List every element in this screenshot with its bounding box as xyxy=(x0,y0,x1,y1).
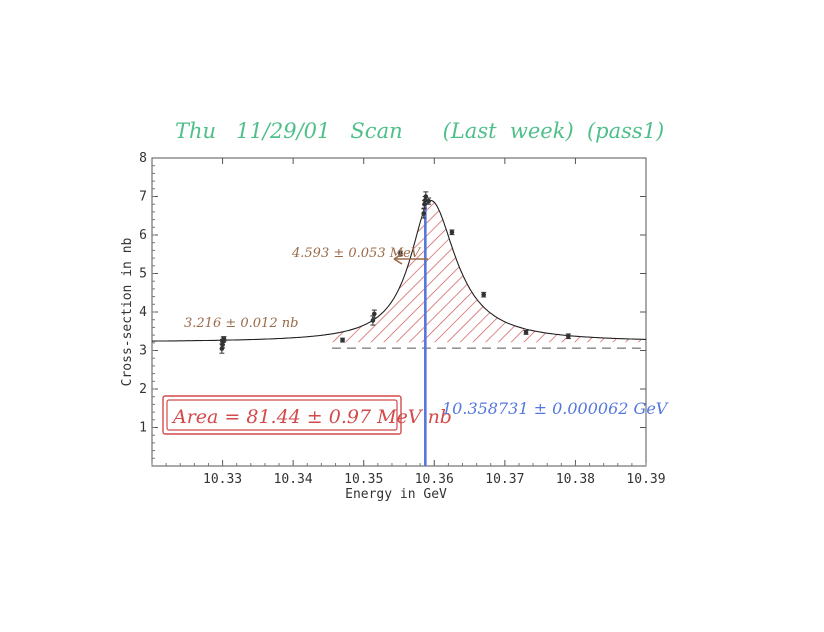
x-tick-label: 10.37 xyxy=(485,472,524,487)
y-tick-label: 8 xyxy=(139,151,147,166)
x-tick-label: 10.34 xyxy=(274,472,313,487)
data-point xyxy=(371,309,377,319)
point-marker xyxy=(372,311,377,317)
x-tick-label: 10.39 xyxy=(626,472,665,487)
handwritten-title: Thu 11/29/01 Scan (Last week) (pass1) xyxy=(175,119,664,143)
area-note: Area = 81.44 ± 0.97 MeV nb xyxy=(171,406,452,428)
axis-ticks xyxy=(151,157,647,466)
y-tick-label: 5 xyxy=(139,267,147,282)
area-box-outer xyxy=(162,395,402,435)
y-axis-label: Cross-section in nb xyxy=(120,237,135,386)
y-tick-label: 4 xyxy=(139,305,147,320)
point-marker xyxy=(221,336,227,342)
data-points xyxy=(219,191,571,354)
data-point xyxy=(221,336,227,342)
point-marker xyxy=(523,330,529,335)
baseline-note: 3.216 ± 0.012 nb xyxy=(184,316,298,331)
y-tick-label: 6 xyxy=(139,228,147,243)
x-tick-label: 10.33 xyxy=(203,472,242,487)
x-tick-label: 10.38 xyxy=(556,472,595,487)
peak-height-arrowhead xyxy=(393,253,403,265)
x-tick-label: 10.36 xyxy=(415,472,454,487)
peak-height-note: 4.593 ± 0.053 MeV xyxy=(291,246,422,261)
data-point xyxy=(523,329,529,335)
point-marker xyxy=(481,292,486,297)
fit-curve xyxy=(152,199,646,342)
point-marker xyxy=(449,230,455,235)
point-marker xyxy=(370,318,376,323)
y-tick-label: 7 xyxy=(139,190,147,205)
data-point xyxy=(340,337,346,343)
axis-tick-labels: 10.33 10.34 10.35 10.36 10.37 10.38 10.39 1 2 3 4 5… xyxy=(139,151,665,487)
data-point xyxy=(481,291,487,298)
point-marker xyxy=(566,333,571,339)
y-tick-label: 3 xyxy=(139,344,147,359)
data-point xyxy=(421,208,427,219)
resonance-mass-note: 10.358731 ± 0.000062 GeV xyxy=(442,399,669,418)
y-tick-label: 1 xyxy=(139,421,147,436)
point-marker xyxy=(426,198,431,204)
data-point xyxy=(449,229,455,236)
point-marker xyxy=(219,346,225,351)
point-marker xyxy=(421,211,427,216)
point-marker xyxy=(340,337,345,343)
data-point xyxy=(370,315,376,326)
x-tick-label: 10.35 xyxy=(344,472,383,487)
data-point xyxy=(426,197,432,205)
hatched-area-under-peak xyxy=(332,200,646,343)
x-axis-label: Energy in GeV xyxy=(345,487,447,502)
data-point xyxy=(565,333,571,340)
area-box-inner xyxy=(166,399,398,431)
y-tick-label: 2 xyxy=(139,382,147,397)
